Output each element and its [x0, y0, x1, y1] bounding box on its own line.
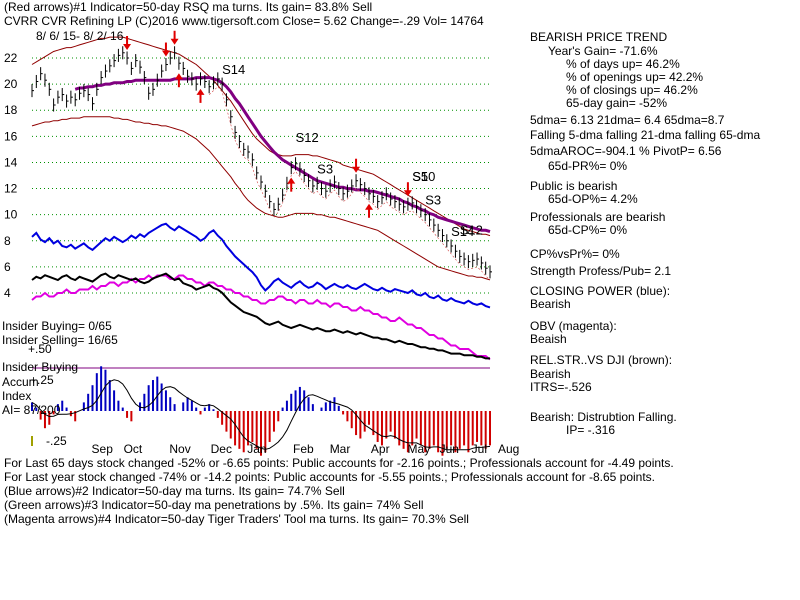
right-panel-line: Bearish: Distrubtion Falling.	[530, 410, 677, 424]
upper-band-line	[31, 36, 491, 237]
x-tick-label: May	[408, 442, 431, 456]
signal-label: S5	[412, 169, 428, 184]
footer-line: (Green arrows)#3 Indicator=50-day ma pen…	[4, 498, 424, 512]
right-panel-line: Bearish	[530, 297, 571, 311]
accum-plus50: +.50	[28, 342, 52, 356]
y-tick-label: 22	[4, 51, 18, 65]
x-tick-label: Sep	[92, 442, 114, 456]
accum-plus25: +.25	[30, 373, 54, 387]
x-tick-label: Feb	[293, 442, 314, 456]
y-tick-label: 8	[4, 234, 11, 248]
x-tick-label: Jan	[247, 442, 266, 456]
y-tick-label: 16	[4, 129, 18, 143]
accum-label2: Index	[2, 389, 32, 403]
insider-selling: Insider Selling= 16/65	[2, 333, 118, 347]
y-tick-label: 20	[4, 77, 18, 91]
y-tick-label: 4	[4, 286, 11, 300]
price-ma-thin	[208, 86, 491, 280]
y-tick-label: 14	[4, 155, 18, 169]
signal-label: S10	[412, 169, 435, 184]
y-tick-label: 6	[4, 260, 11, 274]
right-panel-line: 65d-PR%= 0%	[548, 159, 628, 173]
right-panel-line: OBV (magenta):	[530, 319, 617, 333]
accum-label1: Accum	[2, 375, 39, 389]
signal-label: S12	[296, 130, 319, 145]
right-panel-line: Professionals are bearish	[530, 210, 666, 224]
sell-arrow-icon	[123, 36, 132, 50]
footer-line: (Magenta arrows)#4 Indicator=50-day Tige…	[4, 512, 469, 526]
x-tick-label: Nov	[169, 442, 190, 456]
footer-line: For Last 65 days stock changed -52% or -…	[4, 456, 674, 470]
signal-label: S3	[425, 193, 441, 208]
sell-arrow-icon	[170, 30, 179, 45]
right-panel-line: Bearish	[530, 367, 571, 381]
right-panel-line: CP%vsPr%= 0%	[530, 247, 620, 261]
date-range: 8/ 6/ 15- 8/ 2/ 16	[36, 29, 124, 43]
sell-arrow-icon	[161, 42, 170, 57]
right-panel-line: REL.STR..VS DJI (brown):	[530, 353, 673, 367]
right-panel-line: Beaish	[530, 332, 567, 346]
obv-line	[31, 274, 491, 361]
header-line2: CVRR CVR Refining LP (C)2016 www.tigerso…	[4, 14, 484, 28]
x-tick-label: Jul	[472, 442, 487, 456]
right-panel-line: 65-day gain= -52%	[566, 96, 668, 110]
sell-arrow-icon	[403, 182, 412, 197]
y-tick-label: 18	[4, 103, 18, 117]
right-panel-line: 5dma= 6.13 21dma= 6.4 65dma=8.7	[530, 113, 725, 127]
insider-buying: Insider Buying= 0/65	[2, 319, 112, 333]
closing-power-line	[31, 222, 491, 309]
right-panel-line: IP= -.316	[566, 423, 616, 437]
x-tick-label: Dec	[211, 442, 232, 456]
sell-arrow-icon	[352, 158, 361, 173]
right-panel-line: ITRS=-.526	[530, 380, 592, 394]
accum-ma-line	[31, 379, 491, 451]
x-tick-label: Aug	[498, 442, 519, 456]
rel-strength-line	[31, 272, 490, 360]
right-panel-line: Strength Profess/Pub= 2.1	[530, 264, 672, 278]
right-panel-line: % of openings up= 42.2%	[566, 70, 704, 84]
header-line1: (Red arrows)#1 Indicator=50-day RSQ ma t…	[4, 0, 373, 14]
buy-arrow-icon	[365, 203, 374, 218]
x-tick-label: Oct	[124, 442, 143, 456]
right-panel-line: 5dmaAROC=-904.1 % PivotP= 6.56	[530, 144, 722, 158]
right-panel-line: Year's Gain= -71.6%	[548, 44, 658, 58]
ma65-line	[74, 76, 491, 234]
x-tick-label: Jun	[440, 442, 459, 456]
right-panel-line: 65d-OP%= 4.2%	[548, 192, 638, 206]
y-tick-label: 10	[4, 208, 18, 222]
accum-ai: AI= 87/200	[2, 403, 61, 417]
right-panel-line: 65d-CP%= 0%	[548, 223, 628, 237]
signal-label: S14	[222, 62, 245, 77]
right-panel-line: Public is bearish	[530, 179, 618, 193]
right-panel-line: % of days up= 46.2%	[566, 57, 680, 71]
accum-minus25: -.25	[46, 434, 67, 448]
footer-line: For Last year stock changed -74% or -14.…	[4, 470, 656, 484]
right-panel-line: BEARISH PRICE TREND	[530, 30, 668, 44]
buy-arrow-icon	[287, 177, 296, 192]
lower-band-line	[31, 116, 491, 281]
y-tick-label: 12	[4, 182, 18, 196]
buy-arrow-icon	[196, 88, 205, 103]
footer-line: (Blue arrows)#2 Indicator=50-day ma turn…	[4, 484, 345, 498]
insider-buying-label: Insider Buying	[2, 360, 79, 374]
right-panel-line: CLOSING POWER (blue):	[530, 284, 671, 298]
signal-label: S14	[451, 224, 474, 239]
signal-label: S3	[317, 161, 333, 176]
x-tick-label: Mar	[330, 442, 351, 456]
x-tick-label: Apr	[371, 442, 390, 456]
buy-arrow-icon	[174, 73, 183, 88]
signal-label: S12	[460, 222, 483, 237]
right-panel-line: % of closings up= 46.2%	[566, 83, 698, 97]
right-panel-line: Falling 5-dma falling 21-dma falling 65-…	[530, 128, 761, 142]
